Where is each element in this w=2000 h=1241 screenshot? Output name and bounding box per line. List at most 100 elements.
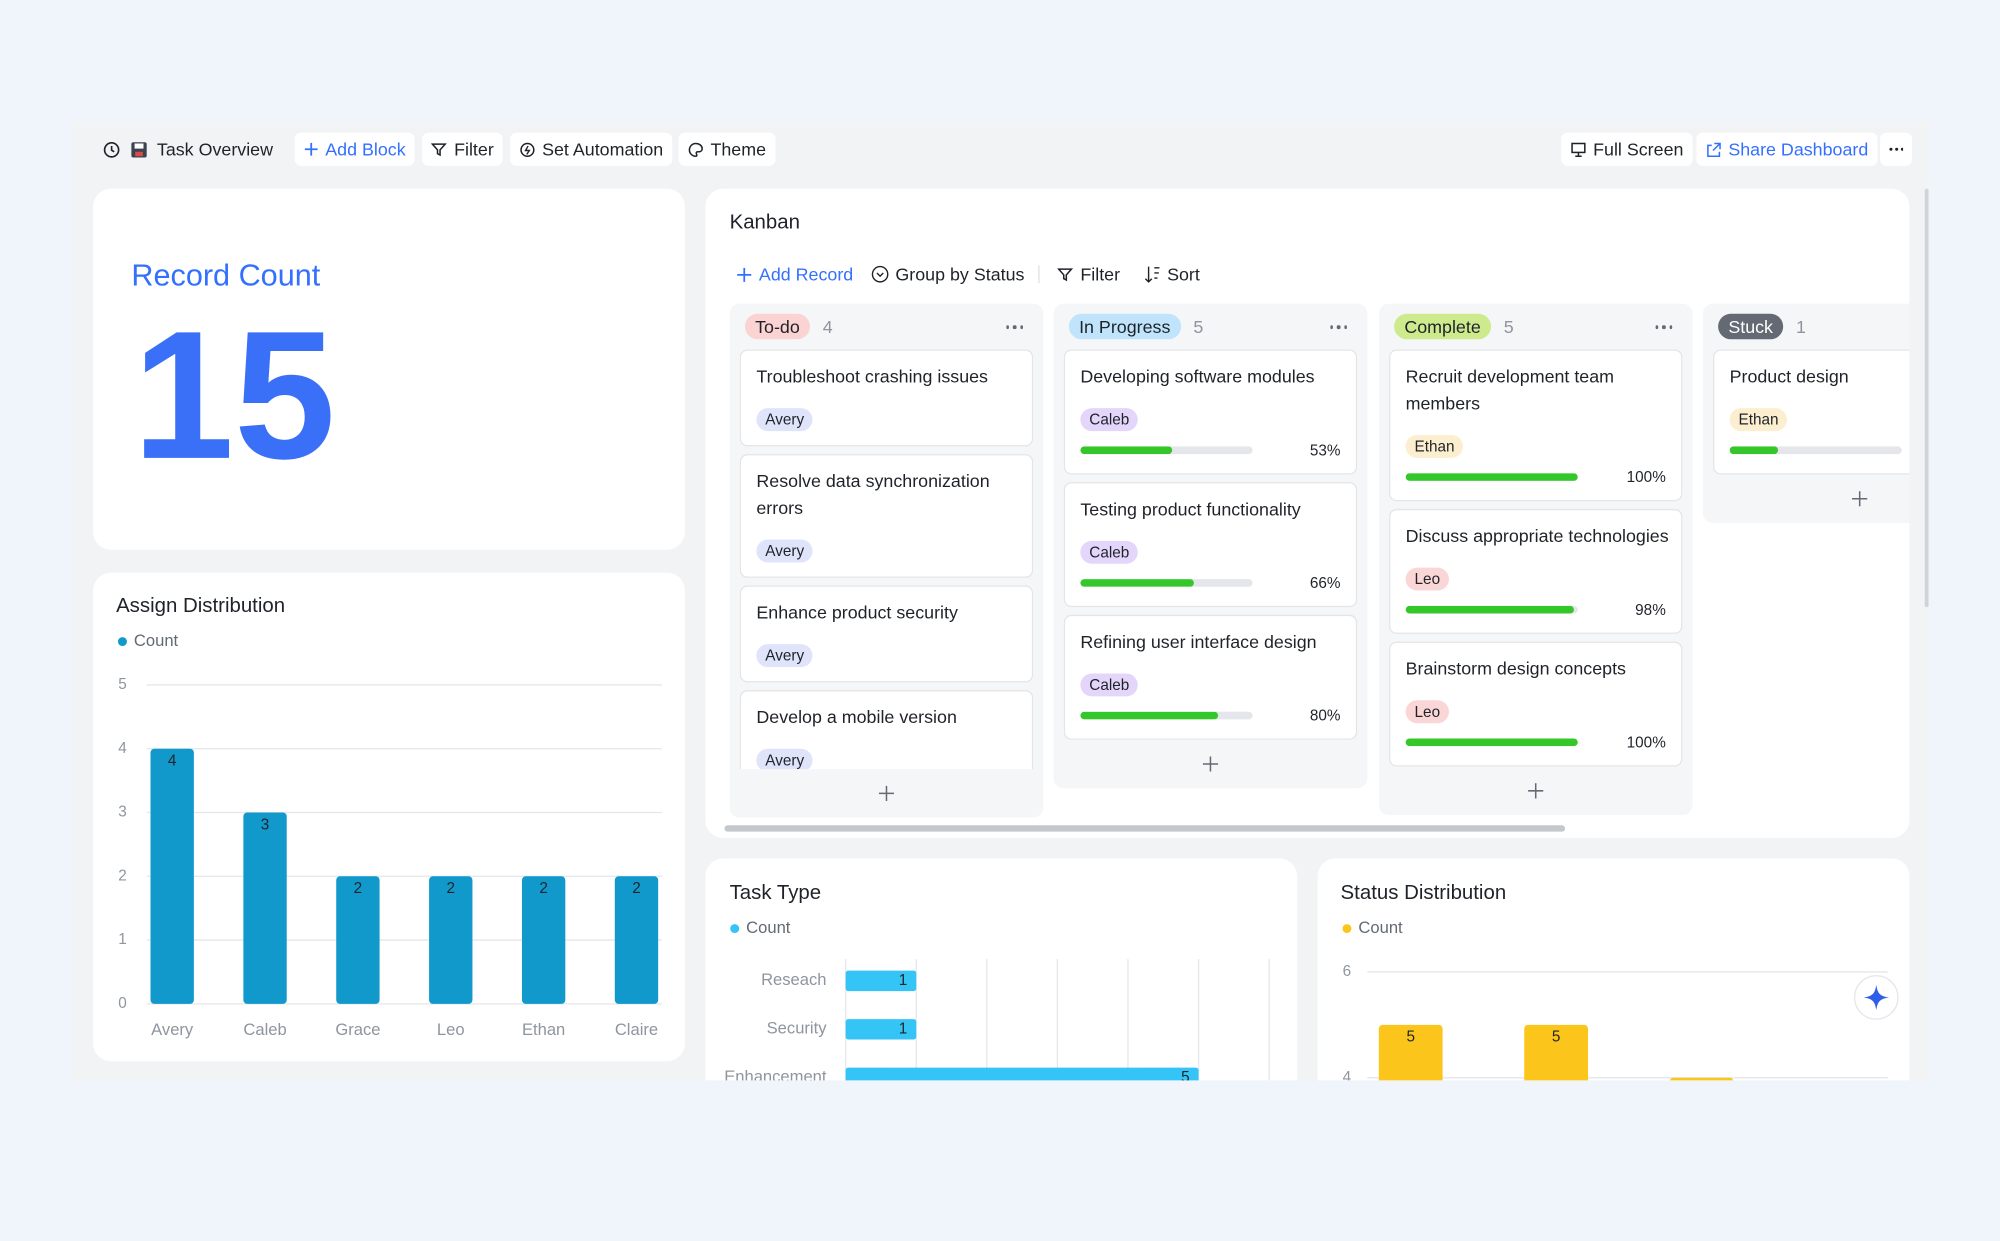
record-count-title: Record Count <box>131 258 321 294</box>
x-tick-label: 0 <box>841 1113 850 1130</box>
assignee-tag: Avery <box>756 408 814 432</box>
add-record-button[interactable]: Add Record <box>736 261 853 287</box>
bar <box>429 876 473 1004</box>
history-icon[interactable] <box>102 140 121 159</box>
filter-button[interactable]: Filter <box>422 132 503 166</box>
y-tick-label: 3 <box>118 804 127 821</box>
data-label: 2 <box>632 880 641 897</box>
legend-swatch <box>117 637 127 647</box>
bar <box>845 970 917 992</box>
x-tick-label: 4 <box>1124 1113 1133 1130</box>
filter-icon <box>1057 267 1074 281</box>
assignee-row: Caleb <box>1080 540 1340 564</box>
x-tick-label: Avery <box>151 1020 194 1039</box>
group-icon <box>871 265 889 283</box>
y-tick-label: 0 <box>118 995 127 1012</box>
toolbar-title-group: Task Overview <box>102 133 273 166</box>
card-title: errors <box>756 497 804 518</box>
progress-track <box>1080 711 1253 720</box>
assignee-tag: Avery <box>756 539 814 563</box>
card-title: Develop a mobile version <box>756 706 957 728</box>
progress-label: 100% <box>1626 468 1666 486</box>
screen: Task Overview Add Block Filter Set Autom… <box>93 132 1929 1192</box>
share-dashboard-button[interactable]: Share Dashboard <box>1696 132 1878 166</box>
card-title: Brainstorm design concepts <box>1405 658 1626 679</box>
theme-button[interactable]: Theme <box>678 132 775 166</box>
button-label: Full Screen <box>1593 139 1684 160</box>
sort-button[interactable]: Sort <box>1144 261 1200 287</box>
assignee-row: Ethan <box>1729 408 1910 432</box>
more-button[interactable] <box>1880 132 1912 166</box>
task-card[interactable]: Developing software modules Caleb 53% <box>1063 349 1358 475</box>
progress-bar <box>1080 446 1172 455</box>
add-block-button[interactable]: Add Block <box>294 132 415 166</box>
task-card[interactable]: Brainstorm design concepts Leo 100% <box>1389 641 1683 767</box>
assignee-tag: Ethan <box>1729 408 1788 432</box>
menu-dot <box>1669 325 1673 329</box>
assignee-row: Avery <box>756 539 1016 563</box>
y-tick-label: 4 <box>118 740 127 757</box>
menu-dot <box>1661 325 1666 329</box>
task-card[interactable]: Resolve data synchronization errors Avery <box>739 454 1034 578</box>
column-menu[interactable] <box>1654 325 1673 329</box>
bar <box>1378 1024 1443 1081</box>
group-by-button[interactable]: Group by Status <box>871 261 1024 287</box>
bar <box>1669 1077 1734 1081</box>
task-card[interactable]: Product design Ethan <box>1713 349 1910 475</box>
column-menu[interactable] <box>1005 325 1023 329</box>
task-card[interactable]: Refining user interface design Caleb 80% <box>1063 614 1358 740</box>
x-tick-label: 5 <box>1194 1113 1203 1130</box>
assignee-tag: Leo <box>1405 567 1450 591</box>
action-label: Add Record <box>758 264 854 285</box>
menu-dot <box>1329 325 1333 329</box>
progress-row: 66% <box>1080 574 1341 592</box>
progress-row: 53% <box>1080 441 1341 459</box>
y-tick-label: 2 <box>1343 1175 1352 1192</box>
progress-track <box>1080 579 1253 587</box>
x-tick-label: Claire <box>615 1020 658 1039</box>
task-card[interactable]: Develop a mobile version Avery <box>739 690 1034 770</box>
kanban-column: Complete 5 Recruit development team members… <box>1378 303 1693 816</box>
action-label: Group by Status <box>895 264 1025 285</box>
y-tick-label: 4 <box>1343 1069 1352 1086</box>
vertical-scrollbar[interactable] <box>1924 188 1929 608</box>
progress-bar <box>1405 473 1578 481</box>
bar <box>150 748 194 1004</box>
menu-dot <box>1005 325 1009 329</box>
menu-dot <box>1654 325 1659 329</box>
more-icon <box>1889 147 1904 151</box>
bar <box>336 876 380 1004</box>
kanban-filter-button[interactable]: Filter <box>1057 261 1120 287</box>
bar <box>845 1067 1199 1081</box>
plus-icon <box>304 142 318 156</box>
set-automation-button[interactable]: Set Automation <box>510 132 673 166</box>
assignee-row: Avery <box>756 748 1016 770</box>
menu-dot <box>1343 325 1347 329</box>
progress-bar <box>1080 711 1219 720</box>
x-tick-label: 3 <box>1053 1113 1062 1130</box>
menu-dot <box>1019 325 1023 329</box>
task-card[interactable]: Recruit development team members Ethan 100% <box>1389 349 1683 502</box>
task-card[interactable]: Testing product functionality Caleb 66% <box>1063 482 1358 608</box>
add-card-button[interactable] <box>1379 767 1693 815</box>
card-list: Troubleshoot crashing issues Avery Resolve… <box>739 349 1034 770</box>
progress-bar <box>1405 738 1578 747</box>
kanban-title: Kanban <box>729 211 800 234</box>
task-card[interactable]: Discuss appropriate technologies Leo 98% <box>1389 508 1683 634</box>
full-screen-button[interactable]: Full Screen <box>1561 132 1693 166</box>
assignee-tag: Avery <box>756 644 814 668</box>
button-label: Share Dashboard <box>1728 139 1869 160</box>
task-card[interactable]: Enhance product security Avery <box>739 585 1034 683</box>
column-menu[interactable] <box>1329 325 1347 329</box>
column-count: 5 <box>1193 316 1204 337</box>
add-card-button[interactable] <box>1054 740 1368 788</box>
task-card[interactable]: Troubleshoot crashing issues Avery <box>739 349 1034 447</box>
add-card-button[interactable] <box>1703 474 1910 522</box>
horizontal-scrollbar[interactable] <box>724 825 1566 832</box>
add-card-button[interactable] <box>730 769 1044 817</box>
data-label: 5 <box>1406 1029 1415 1046</box>
data-label: 5 <box>1181 1069 1190 1086</box>
data-label: 4 <box>1697 1082 1706 1099</box>
assistant-button[interactable] <box>1852 973 1900 1021</box>
progress-row: 100% <box>1405 733 1666 751</box>
